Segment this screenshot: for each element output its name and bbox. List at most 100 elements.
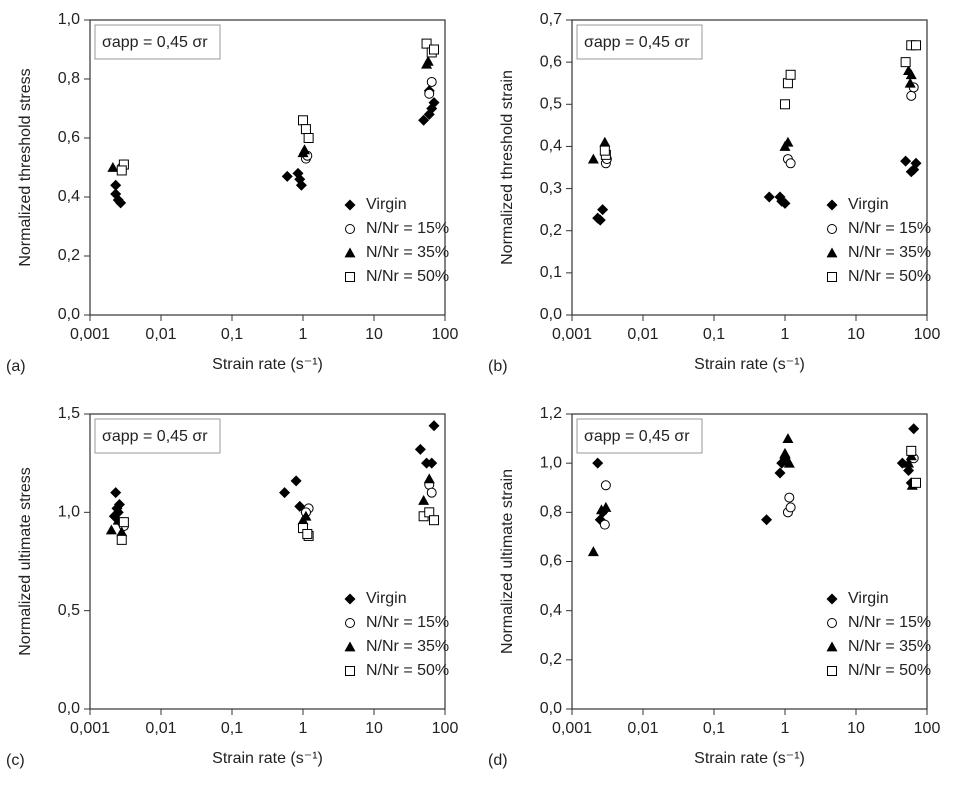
y-axis-title: Normalized ultimate stress xyxy=(17,467,34,656)
data-point xyxy=(900,155,912,167)
data-point xyxy=(426,487,437,498)
x-tick-label: 0,001 xyxy=(552,720,592,737)
y-tick-label: 0,0 xyxy=(58,306,80,323)
x-tick-label: 0,001 xyxy=(70,720,110,737)
panel-label: (a) xyxy=(6,358,26,375)
annotation: σapp = 0,45 σr xyxy=(584,428,690,445)
data-point xyxy=(599,145,610,156)
data-point xyxy=(900,57,911,68)
legend-label: N/Nr = 15% xyxy=(848,614,931,631)
x-tick-label: 0,001 xyxy=(70,326,110,343)
legend-marker xyxy=(344,247,356,258)
x-tick-label: 0,1 xyxy=(703,326,725,343)
legend-marker xyxy=(827,224,837,234)
y-tick-label: 0,8 xyxy=(58,70,80,87)
legend-label: N/Nr = 50% xyxy=(366,268,449,285)
data-point xyxy=(424,88,435,99)
y-tick-label: 0,5 xyxy=(540,96,562,113)
data-point xyxy=(782,78,793,89)
data-point xyxy=(782,136,794,147)
x-axis-title: Strain rate (s⁻¹) xyxy=(212,750,323,767)
x-tick-label: 100 xyxy=(914,720,941,737)
data-point xyxy=(761,514,773,526)
x-tick-label: 0,01 xyxy=(145,326,176,343)
legend-label: Virgin xyxy=(848,590,889,607)
data-point xyxy=(281,170,293,182)
panel: 0,001 0,01 0,1 1 10 100 0,0 0,5 1,0 1,5 Strain rat… xyxy=(6,405,458,769)
legend-marker xyxy=(826,199,838,211)
data-point xyxy=(785,502,796,513)
data-point xyxy=(599,136,611,147)
panel: 0,001 0,01 0,1 1 10 100 0,0 0,1 0,2 0,3 0,4 0,5 0,6 0… xyxy=(488,11,940,375)
y-tick-label: 0,2 xyxy=(58,247,80,264)
data-point xyxy=(426,76,437,87)
legend-label: Virgin xyxy=(366,590,407,607)
y-tick-label: 1,0 xyxy=(58,504,80,521)
x-tick-label: 0,1 xyxy=(703,720,725,737)
legend-marker xyxy=(827,272,837,282)
data-point xyxy=(414,443,426,455)
y-tick-label: 0,1 xyxy=(540,264,562,281)
y-tick-label: 0,0 xyxy=(58,700,80,717)
data-point xyxy=(785,69,796,80)
panel: 0,001 0,01 0,1 1 10 100 0,0 0,2 0,4 0,6 0,8 1,0 1,2 S… xyxy=(488,405,941,769)
data-point xyxy=(299,144,311,155)
data-point xyxy=(300,510,312,521)
x-axis-title: Strain rate (s⁻¹) xyxy=(212,356,323,373)
data-point xyxy=(906,445,917,456)
data-point xyxy=(911,477,922,488)
x-tick-label: 0,01 xyxy=(627,720,658,737)
data-point xyxy=(903,465,915,477)
data-point xyxy=(107,162,119,172)
data-point xyxy=(279,487,291,499)
legend-label: N/Nr = 50% xyxy=(848,268,931,285)
x-tick-label: 100 xyxy=(432,326,459,343)
legend-label: N/Nr = 35% xyxy=(848,638,931,655)
y-axis-title: Normalized threshold stress xyxy=(17,68,34,266)
data-point xyxy=(116,526,128,537)
legend-marker xyxy=(345,224,355,234)
legend-label: Virgin xyxy=(366,196,407,213)
y-tick-label: 0,4 xyxy=(58,188,80,205)
x-tick-label: 1 xyxy=(781,720,790,737)
legend-label: N/Nr = 15% xyxy=(366,614,449,631)
panel-label: (c) xyxy=(6,752,25,769)
data-point xyxy=(421,38,432,49)
data-point xyxy=(113,498,125,510)
data-point xyxy=(780,99,790,110)
data-point xyxy=(302,528,313,539)
legend-label: Virgin xyxy=(848,196,889,213)
data-point xyxy=(779,447,791,458)
x-tick-label: 10 xyxy=(365,326,383,343)
legend-marker xyxy=(826,247,838,258)
data-point xyxy=(298,115,308,126)
data-point xyxy=(600,480,611,491)
data-point xyxy=(905,69,917,80)
data-point xyxy=(785,158,796,169)
legend-marker xyxy=(345,666,355,676)
legend-label: N/Nr = 50% xyxy=(848,662,931,679)
data-point xyxy=(300,124,311,135)
x-tick-label: 1 xyxy=(299,720,308,737)
data-point xyxy=(600,501,612,512)
x-axis-title: Strain rate (s⁻¹) xyxy=(694,356,805,373)
legend-label: N/Nr = 35% xyxy=(366,638,449,655)
plot-frame xyxy=(571,19,928,316)
data-point xyxy=(597,204,609,216)
data-point xyxy=(422,55,434,66)
legend-label: N/Nr = 50% xyxy=(366,662,449,679)
data-point xyxy=(428,420,440,432)
legend-label: N/Nr = 15% xyxy=(366,220,449,237)
plot-frame xyxy=(89,19,446,316)
data-point xyxy=(418,114,430,126)
annotation-box xyxy=(576,418,703,454)
annotation: σapp = 0,45 σr xyxy=(102,428,208,445)
x-tick-label: 10 xyxy=(847,720,865,737)
y-tick-label: 0,2 xyxy=(540,222,562,239)
y-tick-label: 0,2 xyxy=(540,651,562,668)
legend-label: N/Nr = 35% xyxy=(366,244,449,261)
legend-marker xyxy=(344,199,356,211)
data-point xyxy=(429,515,440,526)
y-tick-label: 1,2 xyxy=(540,405,562,422)
